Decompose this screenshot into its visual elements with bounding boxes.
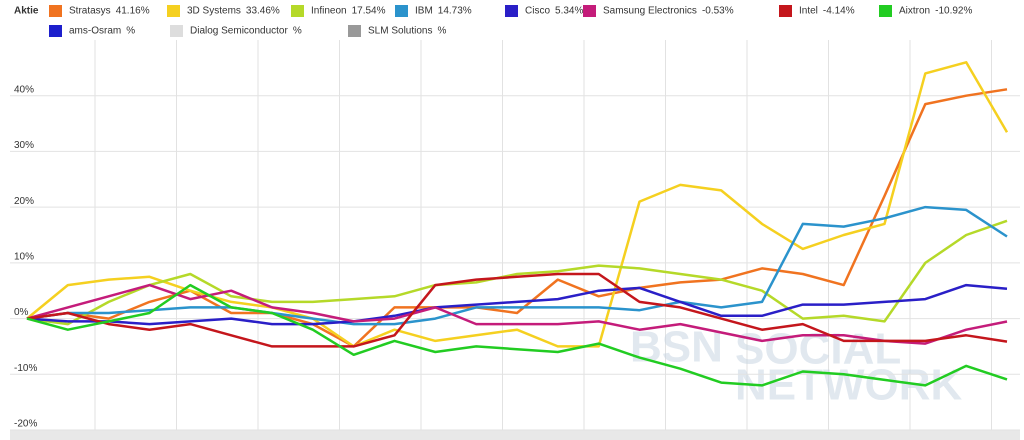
legend-swatch [779,5,792,17]
legend-name: IBM [415,6,433,17]
bottom-band [10,430,1020,440]
series-line [26,61,1009,348]
legend-swatch [167,5,180,17]
legend-change: -4.14% [823,6,855,17]
legend-title: Aktie [14,6,39,17]
legend-swatch [49,25,62,37]
legend-name: ams-Osram [69,26,121,37]
legend-name: Intel [799,6,818,17]
y-tick-label: 30% [14,140,34,151]
legend-name: Stratasys [69,6,111,17]
legend-name: SLM Solutions [368,26,432,37]
legend-change: 14.73% [438,6,472,17]
y-tick-label: -20% [14,419,37,430]
series-line [26,283,1008,387]
legend-change: % [126,26,135,37]
y-tick-label: 10% [14,251,34,262]
watermark: SOCIAL [735,325,901,374]
series-line [26,283,1008,326]
legend-change: -10.92% [935,6,972,17]
legend-name: Aixtron [899,6,930,17]
legend-swatch [505,5,518,17]
legend-swatch [395,5,408,17]
legend-change: 17.54% [352,6,386,17]
legend-swatch [291,5,304,17]
legend-change: 5.34% [555,6,583,17]
legend-name: Dialog Semiconductor [190,26,288,37]
legend-swatch [583,5,596,17]
legend-change: 33.46% [246,6,280,17]
legend-name: Samsung Electronics [603,6,697,17]
legend-swatch [49,5,62,17]
series-line [26,283,1008,345]
legend-change: -0.53% [702,6,734,17]
legend-name: Infineon [311,6,347,17]
y-tick-label: 20% [14,196,34,207]
legend-swatch [348,25,361,37]
legend-name: 3D Systems [187,6,241,17]
y-tick-label: 0% [14,307,29,318]
legend-swatch [879,5,892,17]
y-tick-label: 40% [14,84,34,95]
series-line [26,205,1008,326]
legend-swatch [170,25,183,37]
series-line [26,219,1008,326]
series-line [26,272,1008,348]
legend-name: Cisco [525,6,550,17]
legend-change: 41.16% [116,6,150,17]
y-tick-label: -10% [14,363,37,374]
legend-change: % [293,26,302,37]
legend-change: % [437,26,446,37]
